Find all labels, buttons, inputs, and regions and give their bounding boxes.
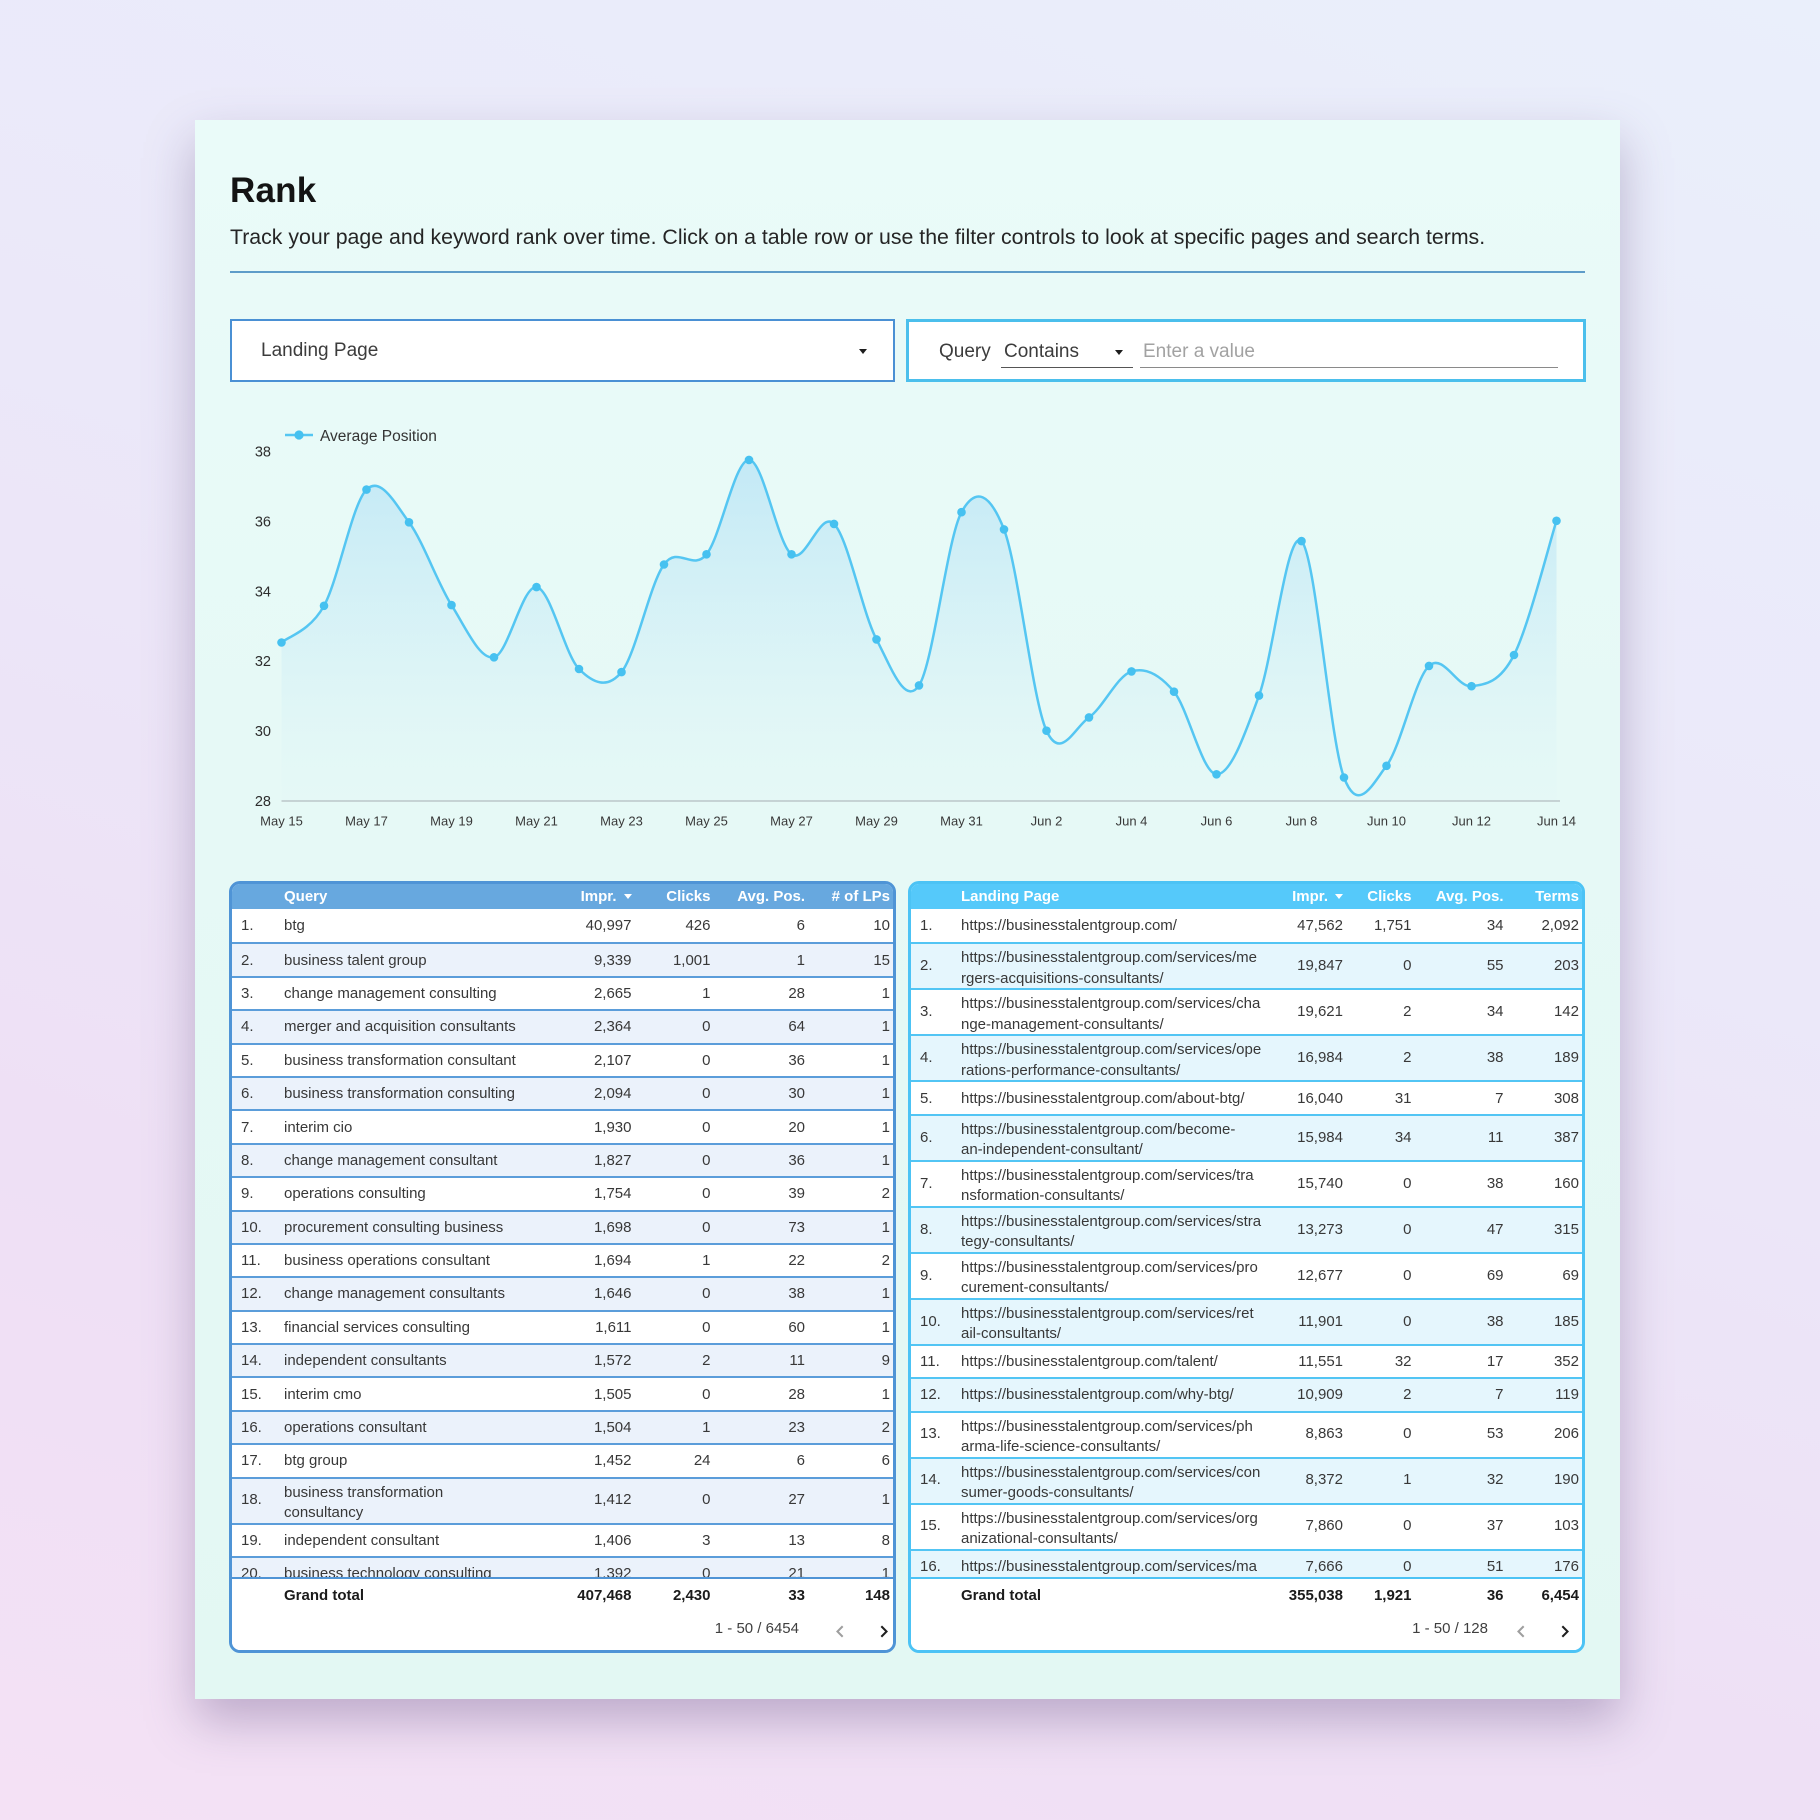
svg-text:Jun 4: Jun 4 [1116, 814, 1148, 829]
svg-text:May 27: May 27 [770, 814, 813, 829]
svg-text:May 19: May 19 [430, 814, 473, 829]
svg-text:May 23: May 23 [600, 814, 643, 829]
svg-text:Jun 8: Jun 8 [1286, 814, 1318, 829]
svg-text:Jun 12: Jun 12 [1452, 814, 1491, 829]
svg-text:28: 28 [255, 794, 271, 810]
svg-text:Jun 2: Jun 2 [1031, 814, 1063, 829]
svg-text:Jun 6: Jun 6 [1201, 814, 1233, 829]
svg-text:May 25: May 25 [685, 814, 728, 829]
svg-text:32: 32 [255, 654, 271, 670]
svg-text:May 17: May 17 [345, 814, 388, 829]
svg-text:May 21: May 21 [515, 814, 558, 829]
svg-text:May 15: May 15 [260, 814, 303, 829]
svg-text:May 29: May 29 [855, 814, 898, 829]
svg-text:May 31: May 31 [940, 814, 983, 829]
svg-text:Jun 10: Jun 10 [1367, 814, 1406, 829]
svg-text:34: 34 [255, 584, 271, 600]
svg-text:Jun 14: Jun 14 [1537, 814, 1576, 829]
svg-text:30: 30 [255, 724, 271, 740]
svg-text:36: 36 [255, 515, 271, 531]
svg-text:38: 38 [255, 445, 271, 461]
svg-text:Average Position: Average Position [320, 428, 437, 445]
